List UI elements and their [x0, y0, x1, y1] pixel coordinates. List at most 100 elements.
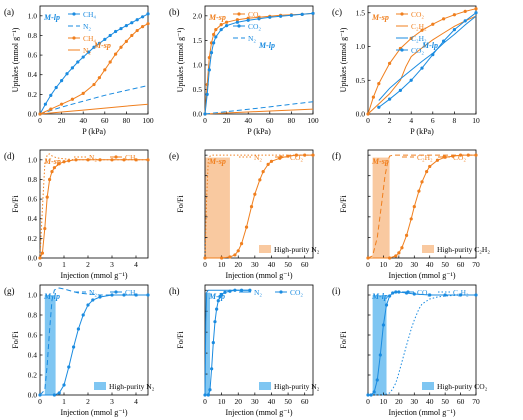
data-point — [474, 11, 478, 15]
series-line — [367, 15, 477, 115]
data-point — [258, 178, 262, 182]
data-point — [38, 256, 42, 260]
legend-label: CH₄ — [125, 288, 138, 297]
group-label: M-lp — [43, 292, 60, 301]
data-point — [103, 37, 107, 41]
series-line — [378, 15, 477, 101]
data-point — [205, 92, 209, 96]
data-point — [81, 91, 85, 95]
data-point — [235, 20, 239, 24]
y-tick-label: 0.2 — [28, 234, 38, 243]
series-line — [204, 108, 314, 115]
data-point — [474, 293, 478, 297]
data-point — [92, 82, 96, 87]
x-axis-label: Injection (mmol g⁻¹) — [225, 271, 292, 280]
x-axis-label: Injection (mmol g⁻¹) — [225, 408, 292, 417]
series-line — [204, 12, 314, 115]
legend-label: CH₄ — [83, 10, 96, 19]
x-tick-label: 0 — [366, 260, 370, 269]
data-point — [428, 164, 432, 169]
legend-label: CO₂ — [290, 153, 303, 162]
data-point — [431, 22, 435, 26]
group-label: M-sp — [93, 41, 111, 50]
series-line — [378, 12, 477, 108]
x-tick-label: 50 — [284, 260, 292, 269]
data-point — [381, 323, 386, 327]
group-label: M-lp — [258, 41, 275, 50]
data-point — [86, 158, 90, 162]
y-tick-label: 0.2 — [28, 371, 38, 380]
x-tick-label: 100 — [142, 116, 154, 125]
x-tick-label: 50 — [441, 397, 449, 406]
data-point — [246, 18, 250, 22]
data-point — [207, 55, 211, 60]
x-tick-label: 1 — [62, 260, 66, 269]
y-tick-label: 0.4 — [28, 70, 38, 79]
data-point — [289, 13, 293, 17]
legend-label: CO₂ — [453, 153, 466, 162]
data-point — [146, 22, 150, 26]
data-point — [134, 158, 138, 162]
y-tick-label: 0.0 — [28, 391, 38, 400]
data-point — [70, 66, 74, 70]
series-line — [39, 23, 149, 115]
y-tick-label: 1.0 — [28, 291, 38, 300]
data-point — [146, 12, 150, 16]
x-tick-label: 20 — [234, 260, 242, 269]
legend-label: CO₂ — [248, 22, 261, 31]
data-point — [474, 153, 478, 157]
y-tick-label: 0.4 — [28, 351, 38, 360]
data-point — [391, 291, 395, 295]
data-point — [203, 256, 207, 260]
x-tick-label: 80 — [123, 116, 131, 125]
x-tick-label: 4 — [134, 260, 138, 269]
panel-g: High-purity N₂ 0 1 2 3 4 0.0 0.2 0.4 0.6 0.8 1.0 Inj… — [4, 284, 155, 417]
data-point — [67, 365, 71, 369]
data-point — [378, 353, 382, 357]
data-point — [38, 393, 42, 397]
data-point — [208, 388, 212, 392]
data-point — [114, 29, 118, 34]
data-point — [397, 251, 401, 255]
data-point — [286, 154, 290, 158]
y-axis-label: Fo/Fi — [176, 195, 185, 213]
group-label: M-sp — [208, 13, 226, 22]
panel-c: 0 2 4 6 8 10 0.0 0.5 1.0 1.5 P (kPa) Uptakes (mmol … — [332, 5, 480, 136]
legend-label: CO₂ — [290, 288, 303, 297]
x-tick-label: 10 — [218, 397, 226, 406]
x-tick-label: 2 — [86, 397, 90, 406]
data-point — [98, 295, 102, 299]
data-point — [43, 226, 47, 231]
legend-label: N₂ — [89, 288, 97, 297]
group-label: M-sp — [43, 157, 61, 166]
legend-marker — [279, 290, 283, 294]
data-point — [103, 68, 107, 72]
data-point — [474, 7, 478, 11]
data-point — [81, 55, 85, 59]
data-point — [214, 35, 218, 39]
data-point — [219, 27, 223, 32]
x-tick-label: 30 — [251, 260, 259, 269]
group-label: M-lp — [208, 292, 225, 301]
data-point — [65, 72, 69, 76]
data-point — [279, 14, 283, 18]
data-point — [220, 256, 224, 260]
x-tick-label: 2 — [86, 260, 90, 269]
data-point — [409, 217, 413, 221]
x-tick-label: 70 — [472, 260, 480, 269]
data-point — [45, 195, 49, 199]
data-point — [49, 93, 53, 97]
x-tick-label: 40 — [268, 260, 276, 269]
series-line — [367, 154, 476, 259]
legend-label: CH₄ — [83, 34, 96, 43]
group-label: M-sp — [208, 157, 226, 166]
data-point — [248, 288, 252, 292]
data-point — [76, 60, 80, 64]
legend-marker — [237, 24, 241, 28]
data-point — [134, 293, 138, 297]
y-tick-label: 1.0 — [193, 60, 203, 69]
data-point — [409, 36, 413, 41]
x-tick-label: 60 — [266, 116, 274, 125]
y-tick-label: 1.0 — [28, 11, 38, 20]
panel-tag: (e) — [169, 151, 179, 161]
